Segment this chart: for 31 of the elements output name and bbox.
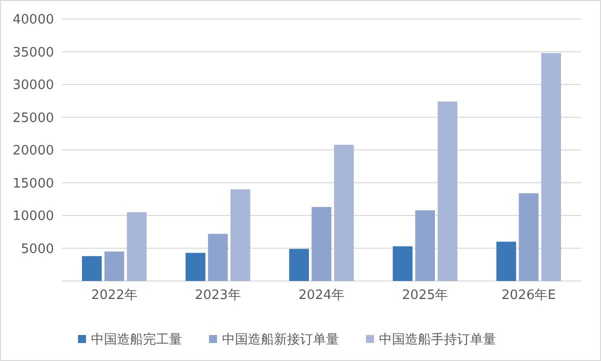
legend-label: 中国造船新接订单量: [222, 332, 339, 348]
bar: [518, 193, 539, 281]
y-tick-label: 25000: [12, 110, 54, 126]
y-tick-label: 40000: [12, 12, 54, 28]
bar: [392, 246, 413, 281]
y-tick-label: 35000: [12, 45, 54, 60]
bar: [126, 212, 147, 281]
y-tick-label: 30000: [12, 78, 54, 94]
x-tick-label: 2022年: [91, 288, 138, 303]
bar: [312, 206, 332, 281]
y-tick-label: 5000: [20, 242, 54, 257]
x-tick-label: 2024年: [298, 288, 345, 303]
bar: [104, 252, 124, 281]
bar: [208, 234, 228, 281]
bar: [541, 53, 562, 281]
bar: [334, 144, 354, 281]
bar: [415, 210, 435, 281]
bar: [82, 256, 102, 281]
bar: [186, 252, 206, 281]
x-tick-label: 2025年: [402, 288, 448, 303]
x-tick-label: 2026年E: [502, 288, 556, 303]
bar: [496, 242, 516, 281]
legend-label: 中国造船完工量: [91, 332, 182, 348]
y-tick-label: 15000: [12, 176, 54, 192]
x-tick-label: 2023年: [194, 288, 241, 303]
bar: [230, 189, 250, 281]
y-tick-label: 20000: [12, 144, 54, 159]
y-tick-label: 10000: [12, 209, 54, 224]
legend-label: 中国造船手持订单量: [379, 332, 496, 348]
bar: [289, 248, 309, 281]
bar: [438, 102, 458, 281]
